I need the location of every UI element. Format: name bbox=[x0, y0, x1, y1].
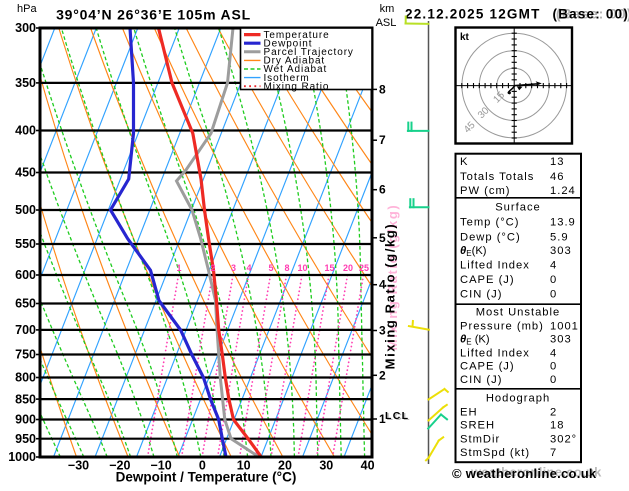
svg-text:7: 7 bbox=[379, 133, 386, 147]
svg-text:Hodograph: Hodograph bbox=[486, 393, 550, 405]
svg-text:hPa: hPa bbox=[17, 3, 37, 15]
svg-text:Totals Totals: Totals Totals bbox=[460, 171, 534, 183]
svg-text:8: 8 bbox=[284, 263, 289, 273]
svg-text:0: 0 bbox=[550, 361, 557, 373]
svg-text:18: 18 bbox=[550, 420, 564, 432]
svg-text:CIN (J): CIN (J) bbox=[460, 289, 502, 301]
svg-text:StmSpd (kt): StmSpd (kt) bbox=[460, 447, 530, 459]
svg-text:600: 600 bbox=[15, 268, 36, 282]
svg-text:46: 46 bbox=[550, 171, 564, 183]
svg-text:kt: kt bbox=[460, 32, 470, 43]
svg-text:5: 5 bbox=[268, 263, 273, 273]
svg-text:0: 0 bbox=[550, 274, 557, 286]
svg-text:3: 3 bbox=[379, 324, 386, 338]
svg-text:SREH: SREH bbox=[460, 420, 495, 432]
svg-text:8: 8 bbox=[379, 82, 386, 96]
svg-text:1: 1 bbox=[176, 263, 181, 273]
svg-text:13: 13 bbox=[550, 156, 564, 168]
svg-text:950: 950 bbox=[15, 432, 36, 446]
svg-text:θE (K): θE (K) bbox=[460, 334, 490, 347]
svg-text:40: 40 bbox=[361, 459, 375, 473]
svg-text:850: 850 bbox=[15, 392, 36, 406]
svg-text:13.9: 13.9 bbox=[550, 217, 576, 229]
svg-text:1001: 1001 bbox=[550, 321, 579, 333]
svg-text:10: 10 bbox=[297, 263, 307, 273]
svg-text:300: 300 bbox=[15, 21, 36, 35]
svg-text:CIN (J): CIN (J) bbox=[460, 374, 502, 386]
svg-text:3: 3 bbox=[231, 263, 236, 273]
svg-text:450: 450 bbox=[15, 166, 36, 180]
svg-text:0: 0 bbox=[550, 374, 557, 386]
svg-text:StmDir: StmDir bbox=[460, 433, 500, 445]
svg-text:Pressure (mb): Pressure (mb) bbox=[460, 321, 544, 333]
svg-text:0: 0 bbox=[550, 289, 557, 301]
svg-text:2: 2 bbox=[379, 368, 386, 382]
svg-text:Dewpoint / Temperature (°C): Dewpoint / Temperature (°C) bbox=[116, 470, 297, 485]
svg-text:Surface: Surface bbox=[495, 202, 541, 214]
svg-text:−30: −30 bbox=[68, 459, 89, 473]
svg-text:4: 4 bbox=[550, 347, 557, 359]
svg-text:θE(K): θE(K) bbox=[460, 245, 487, 258]
svg-text:Temp (°C): Temp (°C) bbox=[460, 217, 519, 229]
svg-text:1.24: 1.24 bbox=[550, 185, 576, 197]
svg-text:30: 30 bbox=[319, 459, 333, 473]
svg-text:6: 6 bbox=[379, 183, 386, 197]
svg-text:K: K bbox=[460, 156, 468, 168]
svg-text:302°: 302° bbox=[550, 433, 577, 445]
svg-text:900: 900 bbox=[15, 413, 36, 427]
svg-text:1000: 1000 bbox=[8, 450, 36, 464]
svg-text:2: 2 bbox=[550, 406, 557, 418]
svg-text:5.9: 5.9 bbox=[550, 232, 569, 244]
svg-text:PW (cm): PW (cm) bbox=[460, 185, 511, 197]
svg-text:303: 303 bbox=[550, 334, 572, 346]
svg-text:650: 650 bbox=[15, 297, 36, 311]
svg-text:25: 25 bbox=[359, 263, 369, 273]
svg-text:2: 2 bbox=[210, 263, 215, 273]
svg-text:5: 5 bbox=[379, 231, 386, 245]
svg-text:CAPE (J): CAPE (J) bbox=[460, 274, 515, 286]
svg-text:Dewp (°C): Dewp (°C) bbox=[460, 232, 521, 244]
svg-text:Lifted Index: Lifted Index bbox=[460, 347, 530, 359]
svg-text:7: 7 bbox=[550, 447, 557, 459]
svg-text:CAPE (J): CAPE (J) bbox=[460, 361, 515, 373]
svg-text:EH: EH bbox=[460, 406, 478, 418]
svg-text:15: 15 bbox=[324, 263, 334, 273]
svg-text:4: 4 bbox=[379, 278, 386, 292]
svg-text:550: 550 bbox=[15, 237, 36, 251]
svg-text:LCL: LCL bbox=[385, 410, 409, 422]
svg-text:350: 350 bbox=[15, 76, 36, 90]
svg-text:© weatheronline.co.uk: © weatheronline.co.uk bbox=[452, 466, 597, 481]
svg-text:20: 20 bbox=[343, 263, 353, 273]
svg-text:Mixing Ratio: Mixing Ratio bbox=[264, 81, 330, 92]
svg-text:4: 4 bbox=[246, 263, 251, 273]
svg-text:(Base: 00): (Base: 00) bbox=[553, 7, 629, 22]
svg-text:303: 303 bbox=[550, 245, 572, 257]
svg-text:800: 800 bbox=[15, 371, 36, 385]
svg-text:4: 4 bbox=[550, 260, 557, 272]
svg-text:Most Unstable: Most Unstable bbox=[476, 307, 561, 319]
svg-text:km: km bbox=[380, 3, 395, 15]
svg-text:22.12.2025 12GMT: 22.12.2025 12GMT bbox=[405, 7, 541, 22]
svg-text:750: 750 bbox=[15, 348, 36, 362]
svg-text:Lifted Index: Lifted Index bbox=[460, 260, 530, 272]
svg-text:400: 400 bbox=[15, 124, 36, 138]
svg-text:700: 700 bbox=[15, 323, 36, 337]
svg-text:500: 500 bbox=[15, 203, 36, 217]
svg-text:39°04’N 26°36’E 105m ASL: 39°04’N 26°36’E 105m ASL bbox=[56, 7, 251, 23]
svg-text:ASL: ASL bbox=[376, 17, 397, 29]
